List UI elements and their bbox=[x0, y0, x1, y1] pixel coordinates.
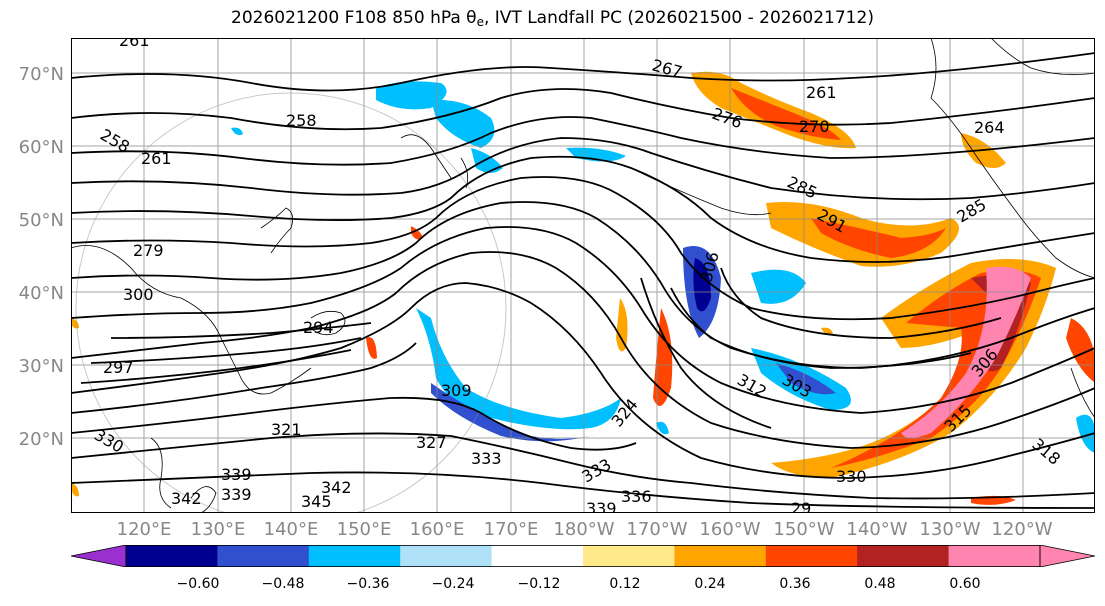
lon-label: 150°W bbox=[773, 519, 835, 540]
contour-label: 279 bbox=[133, 241, 164, 260]
lon-label: 170°E bbox=[483, 519, 539, 540]
colorbar-segment bbox=[583, 545, 675, 567]
lon-label: 150°E bbox=[336, 519, 392, 540]
lon-label: 140°E bbox=[263, 519, 319, 540]
colorbar-border bbox=[125, 545, 1041, 567]
colorbar-tick-label: −0.36 bbox=[346, 576, 390, 592]
colorbar-tick-label: 0.24 bbox=[694, 576, 726, 592]
lon-label: 180°W bbox=[553, 519, 615, 540]
colorbar-extend-high bbox=[1039, 545, 1095, 567]
contour-label: 339 bbox=[586, 499, 617, 513]
colorbar-extend-low bbox=[71, 545, 127, 567]
map-plot: 261 258 258 261 279 297 294 300 309 321 … bbox=[71, 38, 1095, 513]
lat-label-20n: 20°N bbox=[18, 429, 64, 450]
contour-label: 294 bbox=[303, 318, 334, 337]
lat-label-60n: 60°N bbox=[18, 137, 64, 158]
colorbar-tick-label: −0.60 bbox=[176, 576, 220, 592]
contour-label: 270 bbox=[799, 117, 830, 136]
lon-label: 160°W bbox=[699, 519, 761, 540]
contour-label: 261 bbox=[806, 83, 837, 102]
lon-label: 120°E bbox=[116, 519, 172, 540]
map-title: 2026021200 F108 850 hPa θe, IVT Landfall… bbox=[231, 8, 874, 29]
colorbar-segment bbox=[674, 545, 767, 567]
contour-label: 264 bbox=[974, 118, 1005, 137]
lon-label: 140°W bbox=[846, 519, 908, 540]
theta-e-contours bbox=[71, 52, 1095, 509]
contour-label: 342 bbox=[321, 478, 352, 497]
anomaly-shading bbox=[231, 81, 1095, 453]
colorbar bbox=[71, 545, 1095, 567]
lon-label: 130°W bbox=[919, 519, 981, 540]
lat-label-50n: 50°N bbox=[18, 210, 64, 231]
lat-label-40n: 40°N bbox=[18, 283, 64, 304]
colorbar-segment bbox=[948, 545, 1041, 567]
colorbar-tick-label: 0.36 bbox=[779, 576, 811, 592]
contour-label: 29 bbox=[791, 499, 811, 513]
colorbar-segment bbox=[308, 545, 401, 567]
contour-label: 330 bbox=[836, 467, 867, 486]
map-panel: 261 258 258 261 279 297 294 300 309 321 … bbox=[71, 38, 1095, 513]
contour-label: 300 bbox=[123, 285, 154, 304]
lon-label: 130°E bbox=[190, 519, 246, 540]
coastlines bbox=[71, 38, 1095, 513]
colorbar-tick-label: −0.48 bbox=[261, 576, 305, 592]
contour-label: 339 bbox=[221, 485, 252, 504]
colorbar-tick-label: −0.12 bbox=[517, 576, 561, 592]
contour-label: 339 bbox=[221, 465, 252, 484]
contour-label: 261 bbox=[141, 149, 172, 168]
contour-label: 333 bbox=[471, 449, 502, 468]
colorbar-tick-label: 0.48 bbox=[864, 576, 896, 592]
colorbar-tick-label: −0.24 bbox=[431, 576, 475, 592]
contour-label: 261 bbox=[119, 38, 150, 50]
lon-label: 160°E bbox=[409, 519, 465, 540]
lon-label: 170°W bbox=[626, 519, 688, 540]
contour-label: 336 bbox=[621, 487, 652, 506]
contour-label: 309 bbox=[441, 381, 472, 400]
contour-label: 327 bbox=[416, 433, 447, 452]
colorbar-segment bbox=[126, 545, 218, 567]
contour-label: 321 bbox=[271, 420, 302, 439]
lat-label-30n: 30°N bbox=[18, 356, 64, 377]
colorbar-segment bbox=[491, 545, 584, 567]
lon-label: 120°W bbox=[991, 519, 1053, 540]
colorbar-tick-label: 0.12 bbox=[609, 576, 641, 592]
lat-label-70n: 70°N bbox=[18, 64, 64, 85]
colorbar-segment bbox=[217, 545, 310, 567]
colorbar-segment bbox=[765, 545, 858, 567]
contour-label: 342 bbox=[171, 489, 202, 508]
colorbar-segment bbox=[400, 545, 493, 567]
colorbar-segment bbox=[857, 545, 950, 567]
contour-label: 345 bbox=[301, 492, 332, 511]
contour-label: 297 bbox=[103, 358, 134, 377]
colorbar-tick-label: 0.60 bbox=[949, 576, 981, 592]
contour-label: 258 bbox=[286, 111, 317, 130]
